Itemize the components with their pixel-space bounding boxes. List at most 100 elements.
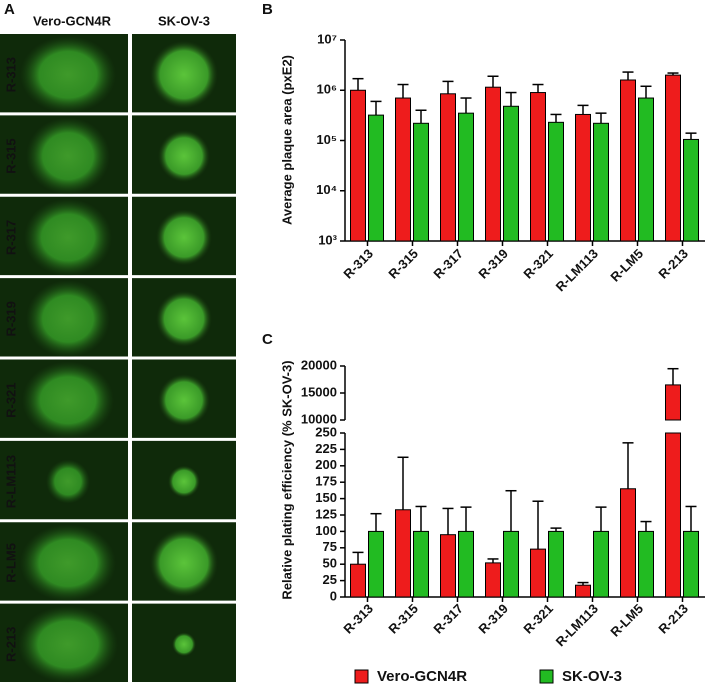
bar — [413, 530, 429, 598]
row-label: R-213 — [3, 627, 18, 662]
x-tick-label: R-317 — [430, 601, 466, 637]
legend-swatch — [539, 669, 554, 684]
x-tick-label: R-213 — [655, 246, 691, 282]
bar — [350, 563, 366, 598]
bar — [665, 432, 681, 598]
y-tick-label: 0 — [330, 588, 337, 603]
y-tick-label: 20000 — [301, 357, 337, 372]
bar — [638, 530, 654, 598]
panel-label: A — [4, 1, 15, 18]
bar — [575, 113, 591, 242]
plaque — [158, 374, 210, 427]
x-tick-label: R-LM113 — [553, 246, 601, 294]
bar — [620, 79, 636, 242]
x-tick-label: R-LM5 — [607, 601, 646, 640]
y-tick-label: 200 — [315, 457, 337, 472]
y-tick-label: 10³ — [318, 232, 337, 247]
y-tick-label: 175 — [315, 474, 337, 489]
y-tick-label: 10000 — [301, 411, 337, 426]
x-tick-label: R-319 — [475, 601, 511, 637]
row-label: R-LM113 — [3, 455, 18, 508]
legend-label: Vero-GCN4R — [377, 668, 467, 685]
row-label: R-319 — [3, 301, 18, 336]
column-header: Vero-GCN4R — [33, 13, 112, 28]
x-tick-label: R-LM113 — [553, 601, 601, 649]
bar — [440, 93, 456, 242]
y-axis-label: Average plaque area (pxE2) — [279, 55, 294, 225]
bar — [350, 89, 366, 242]
y-tick-label: 50 — [323, 556, 337, 571]
bar — [458, 112, 474, 242]
plaque — [26, 117, 110, 195]
x-tick-label: R-315 — [385, 246, 421, 282]
plaque — [150, 40, 218, 109]
row-label: R-321 — [3, 382, 18, 417]
bar — [638, 97, 654, 242]
plaque — [158, 130, 210, 183]
bar — [440, 534, 456, 598]
column-header: SK-OV-3 — [158, 13, 210, 28]
bar — [485, 86, 501, 242]
y-tick-label: 10⁶ — [317, 82, 337, 97]
bar — [368, 530, 384, 598]
plaque — [168, 465, 200, 498]
plaque — [156, 209, 212, 266]
plaque — [26, 280, 110, 358]
bar — [395, 509, 411, 598]
panel-label: C — [262, 331, 273, 348]
bar — [620, 488, 636, 598]
y-tick-label: 250 — [315, 424, 337, 439]
plaque — [46, 459, 90, 504]
row-label: R-313 — [3, 57, 18, 92]
x-tick-label: R-LM5 — [607, 246, 646, 285]
bar — [665, 74, 681, 242]
legend-swatch — [354, 669, 369, 684]
y-tick-label: 10⁷ — [317, 31, 337, 46]
x-tick-label: R-313 — [340, 601, 376, 637]
plaque — [18, 605, 118, 683]
bar — [548, 121, 564, 242]
y-tick-label: 15000 — [301, 384, 337, 399]
y-tick-label: 225 — [315, 441, 337, 456]
bar — [683, 138, 699, 242]
panel-label: B — [262, 1, 273, 18]
x-tick-label: R-315 — [385, 601, 421, 637]
bar — [485, 562, 501, 598]
y-tick-label: 10⁴ — [316, 182, 337, 197]
plaque — [156, 290, 212, 347]
plaque — [150, 528, 218, 597]
x-tick-label: R-317 — [430, 246, 466, 282]
bar — [530, 92, 546, 242]
bar — [458, 530, 474, 598]
y-tick-label: 150 — [315, 490, 337, 505]
plaque — [24, 198, 112, 277]
x-tick-label: R-213 — [655, 601, 691, 637]
plaque — [20, 524, 116, 602]
bar — [683, 530, 699, 598]
bar — [368, 114, 384, 242]
bar — [665, 384, 681, 421]
y-tick-label: 75 — [323, 539, 337, 554]
y-tick-label: 25 — [323, 572, 337, 587]
bar — [503, 105, 519, 242]
x-tick-label: R-321 — [520, 601, 556, 637]
x-tick-label: R-319 — [475, 246, 511, 282]
x-tick-label: R-313 — [340, 246, 376, 282]
row-label: R-317 — [3, 220, 18, 255]
plaque — [172, 632, 196, 657]
row-label: R-LM5 — [3, 543, 18, 583]
legend-label: SK-OV-3 — [562, 668, 622, 685]
y-tick-label: 10⁵ — [316, 132, 337, 147]
bar — [503, 530, 519, 598]
y-tick-label: 100 — [315, 523, 337, 538]
bar — [530, 548, 546, 598]
plaque — [20, 36, 116, 114]
plaque — [22, 361, 114, 439]
bar — [575, 584, 591, 598]
bar — [395, 97, 411, 242]
bar — [413, 122, 429, 242]
row-label: R-315 — [3, 138, 18, 173]
x-tick-label: R-321 — [520, 246, 556, 282]
bar — [548, 530, 564, 598]
